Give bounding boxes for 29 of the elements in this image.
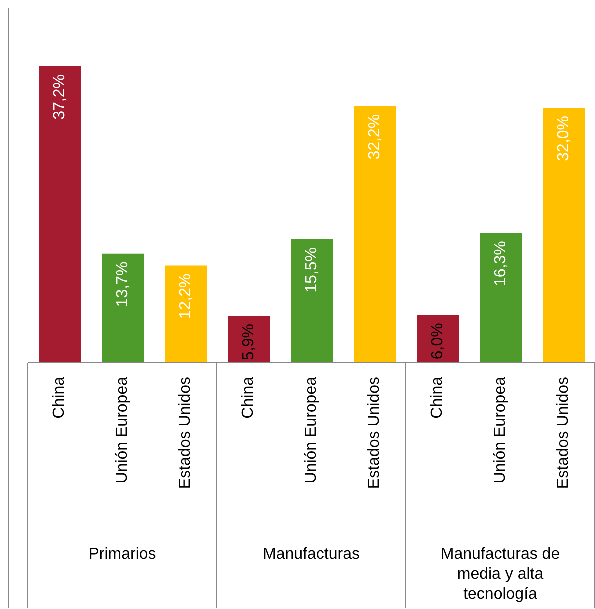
text: Estados Unidos xyxy=(555,377,572,490)
text: Estados Unidos xyxy=(366,377,383,490)
text: China xyxy=(240,377,257,419)
text: China xyxy=(51,376,68,419)
bar xyxy=(354,106,396,363)
bar xyxy=(39,66,81,363)
bar xyxy=(291,239,333,363)
data-label: 37,2% xyxy=(52,74,68,120)
x-tick-label: Manufacturas xyxy=(263,546,360,563)
text: Unión Europea xyxy=(303,377,320,484)
text: Unión Europea xyxy=(114,376,131,484)
text: Unión Europea xyxy=(492,377,509,484)
bar xyxy=(165,266,207,363)
data-label: 32,0% xyxy=(556,116,572,162)
data-label: 12,2% xyxy=(178,274,194,320)
data-label: 5,9% xyxy=(240,324,258,360)
data-label: 15,5% xyxy=(304,247,320,293)
text: Estados Unidos xyxy=(177,377,194,490)
bar xyxy=(480,233,522,363)
data-label: 16,3% xyxy=(492,241,510,286)
bar xyxy=(102,254,144,363)
x-tick-label: Manufacturas de media y alta tecnología xyxy=(440,546,560,603)
bar xyxy=(417,315,459,363)
data-label: 13,7% xyxy=(114,262,132,308)
x-tick-label: Primarios xyxy=(88,546,156,563)
text: China xyxy=(429,377,446,419)
data-label: 32,2% xyxy=(366,114,384,160)
data-label: 6,0% xyxy=(430,323,446,360)
bar xyxy=(543,108,585,363)
